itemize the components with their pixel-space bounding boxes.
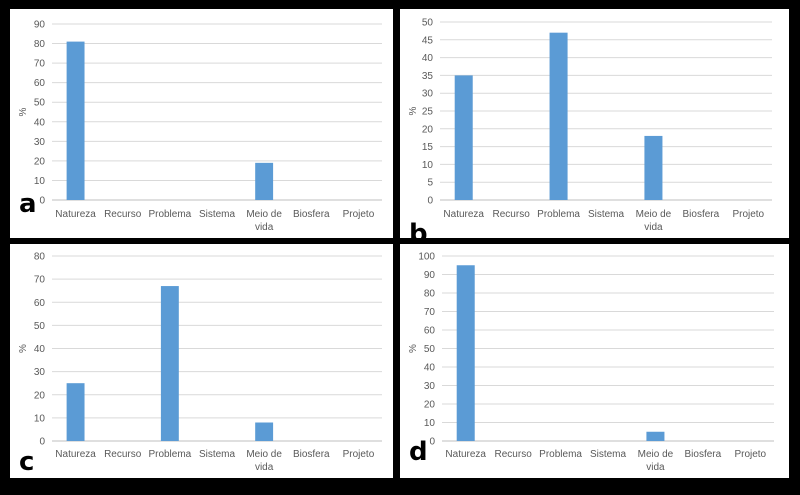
- y-tick-label: 30: [34, 137, 46, 148]
- y-tick-label: 70: [34, 59, 46, 70]
- y-tick-label: 50: [424, 344, 436, 355]
- x-category-label: Meio de: [638, 449, 674, 460]
- y-tick-label: 40: [422, 53, 434, 64]
- x-category-label: Sistema: [199, 209, 236, 220]
- x-category-label: Projeto: [734, 449, 766, 460]
- bar-meio-de-vida: [644, 135, 663, 200]
- y-tick-label: 60: [34, 298, 46, 309]
- y-tick-label: 0: [39, 196, 45, 207]
- x-category-label: Sistema: [588, 209, 625, 220]
- x-category-label: vida: [255, 462, 274, 473]
- y-tick-label: 15: [422, 142, 434, 153]
- x-category-label: Recurso: [495, 449, 533, 460]
- y-tick-label: 40: [34, 117, 46, 128]
- x-category-label: Meio de: [246, 209, 282, 220]
- bar-natureza: [456, 265, 475, 441]
- bar-problema: [549, 32, 568, 201]
- chart-panel-b: 0 5 10 15 20 25 30 35 40 45 50% Natureza Recurso Prob…: [400, 9, 789, 238]
- y-tick-label: 30: [422, 89, 434, 100]
- y-tick-label: 60: [34, 78, 46, 89]
- bar-meio-de-vida: [646, 431, 665, 441]
- bar-meio-de-vida: [255, 422, 274, 441]
- y-tick-label: 40: [424, 363, 436, 374]
- x-category-label: Sistema: [199, 449, 236, 460]
- y-tick-label: 90: [424, 270, 436, 281]
- y-tick-label: 80: [34, 252, 46, 263]
- chart-c-svg: 0 10 20 30 40 50 60 70 80% Natureza Recurso Problem…: [18, 252, 382, 473]
- chart-panel-a: 0 10 20 30 40 50 60 70 80 90% Natureza Recurso Probl…: [10, 9, 393, 238]
- bar-problema: [160, 286, 179, 441]
- y-tick-label: 45: [422, 35, 434, 46]
- x-category-label: Projeto: [732, 209, 764, 220]
- y-tick-label: 10: [424, 418, 436, 429]
- x-category-label: Meio de: [636, 209, 672, 220]
- y-axis-label: %: [408, 106, 419, 115]
- y-tick-label: 5: [427, 178, 433, 189]
- y-tick-label: 0: [427, 196, 433, 207]
- y-tick-label: 25: [422, 107, 434, 118]
- x-category-label: Problema: [537, 209, 580, 220]
- y-axis-label: %: [18, 344, 29, 353]
- y-tick-label: 0: [39, 437, 45, 448]
- x-category-label: Natureza: [445, 449, 486, 460]
- x-category-label: Problema: [148, 209, 191, 220]
- x-category-label: vida: [646, 462, 665, 473]
- y-axis-label: %: [408, 344, 419, 353]
- y-tick-label: 30: [34, 367, 46, 378]
- x-category-label: Biosfera: [685, 449, 722, 460]
- y-axis-label: %: [18, 107, 29, 116]
- x-category-label: Natureza: [443, 209, 484, 220]
- x-category-label: Biosfera: [683, 209, 720, 220]
- x-category-label: Sistema: [590, 449, 627, 460]
- y-tick-label: 20: [34, 390, 46, 401]
- y-tick-label: 10: [34, 176, 46, 187]
- panel-label-a: a: [19, 189, 37, 219]
- chart-a-svg: 0 10 20 30 40 50 60 70 80 90% Natureza Recurso Probl…: [18, 20, 382, 233]
- x-category-label: Biosfera: [293, 209, 330, 220]
- x-category-label: Projeto: [343, 209, 375, 220]
- x-category-label: Natureza: [55, 209, 96, 220]
- y-tick-label: 10: [422, 160, 434, 171]
- x-category-label: Natureza: [55, 449, 96, 460]
- bar-natureza: [454, 75, 473, 200]
- chart-panel-d: 0 10 20 30 40 50 60 70 80 90 100% Natureza Recurso Pr…: [400, 244, 789, 478]
- chart-panel-c: 0 10 20 30 40 50 60 70 80% Natureza Recurso Problem…: [10, 244, 393, 478]
- x-category-label: Problema: [539, 449, 582, 460]
- y-tick-label: 50: [422, 18, 434, 29]
- y-tick-label: 0: [429, 437, 435, 448]
- panel-label-c: c: [19, 447, 35, 477]
- y-tick-label: 60: [424, 326, 436, 337]
- y-tick-label: 70: [424, 307, 436, 318]
- x-category-label: Projeto: [343, 449, 375, 460]
- y-tick-label: 20: [424, 400, 436, 411]
- bar-natureza: [66, 41, 85, 200]
- y-tick-label: 30: [424, 381, 436, 392]
- x-category-label: Biosfera: [293, 449, 330, 460]
- x-category-label: Recurso: [104, 209, 142, 220]
- y-tick-label: 20: [34, 156, 46, 167]
- x-category-label: vida: [255, 222, 274, 233]
- x-category-label: Problema: [148, 449, 191, 460]
- panel-label-b: b: [409, 219, 428, 238]
- y-tick-label: 50: [34, 98, 46, 109]
- x-category-label: Meio de: [246, 449, 282, 460]
- y-tick-label: 80: [34, 39, 46, 50]
- chart-d-svg: 0 10 20 30 40 50 60 70 80 90 100% Natureza Recurso Pr…: [408, 252, 774, 473]
- bar-meio-de-vida: [255, 162, 274, 200]
- y-tick-label: 10: [34, 413, 46, 424]
- y-tick-label: 50: [34, 321, 46, 332]
- x-category-label: Recurso: [493, 209, 531, 220]
- y-tick-label: 100: [418, 252, 435, 263]
- x-category-label: vida: [644, 222, 663, 233]
- y-tick-label: 35: [422, 71, 434, 82]
- bar-natureza: [66, 383, 85, 441]
- y-tick-label: 40: [34, 344, 46, 355]
- y-tick-label: 20: [422, 124, 434, 135]
- y-tick-label: 90: [34, 20, 46, 31]
- y-tick-label: 70: [34, 275, 46, 286]
- chart-b-svg: 0 5 10 15 20 25 30 35 40 45 50% Natureza Recurso Prob…: [408, 18, 772, 233]
- x-category-label: Recurso: [104, 449, 142, 460]
- y-tick-label: 80: [424, 289, 436, 300]
- panel-label-d: d: [409, 437, 428, 467]
